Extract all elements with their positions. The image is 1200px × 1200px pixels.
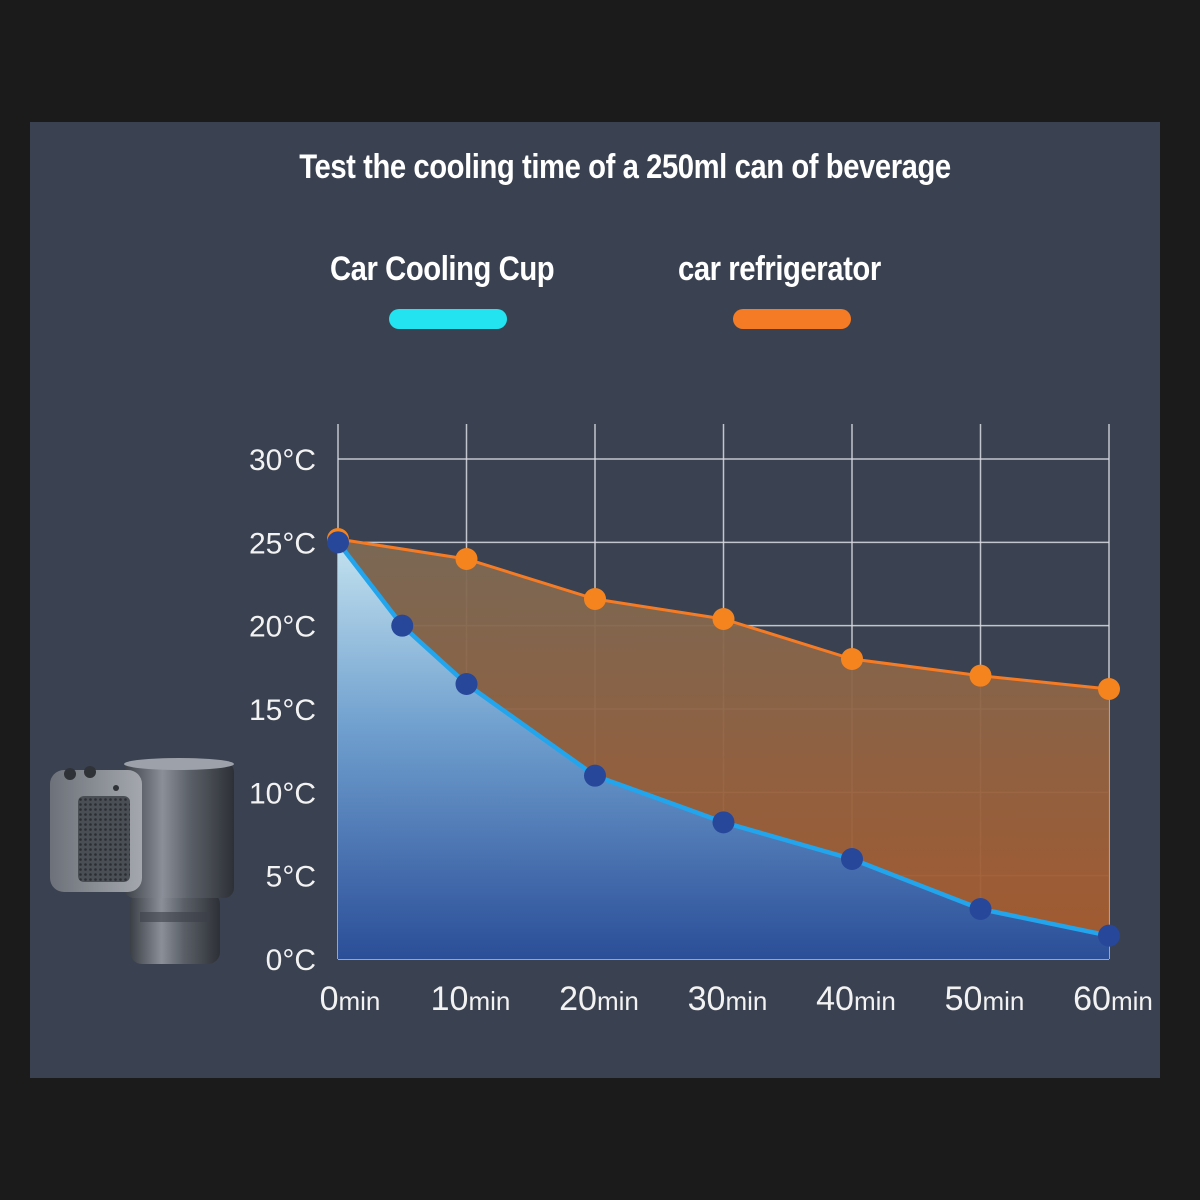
legend-swatch-car-refrigerator <box>733 309 851 329</box>
x-tick-label: 40min <box>816 980 896 1018</box>
y-tick-label: 15°C <box>249 694 316 727</box>
marker-car-refrigerator <box>455 548 478 570</box>
y-tick-label: 30°C <box>249 444 316 477</box>
y-tick-label: 5°C <box>266 861 316 894</box>
marker-car-cooling-cup <box>969 898 992 920</box>
series-markers <box>327 528 1120 947</box>
legend-swatch-cooling-cup <box>389 309 507 329</box>
y-tick-label: 0°C <box>266 944 316 977</box>
axis-ticks: 0°C 5°C 10°C 15°C 20°C 25°C 30°C 0min 10min 20min… <box>249 444 1153 1018</box>
marker-car-cooling-cup <box>841 848 863 870</box>
marker-car-cooling-cup <box>584 764 606 787</box>
x-tick-label: 20min <box>559 980 639 1018</box>
x-tick-label: 30min <box>688 980 768 1018</box>
x-tick-label: 0min <box>320 980 381 1018</box>
marker-car-cooling-cup <box>712 811 735 834</box>
x-tick-label: 10min <box>431 980 511 1018</box>
marker-car-cooling-cup <box>455 673 478 695</box>
x-tick-label: 50min <box>945 980 1025 1018</box>
marker-car-refrigerator <box>1098 678 1120 700</box>
marker-car-refrigerator <box>712 608 735 630</box>
marker-car-cooling-cup <box>391 614 414 637</box>
cooling-cup-product-image <box>50 758 234 964</box>
marker-car-cooling-cup <box>1098 924 1120 947</box>
line-car-cooling-cup <box>336 540 1110 938</box>
y-tick-label: 25°C <box>249 527 316 560</box>
marker-car-cooling-cup <box>327 531 349 554</box>
area-fills <box>338 539 1109 959</box>
legend-label-cooling-cup: Car Cooling Cup <box>330 250 555 288</box>
marker-car-refrigerator <box>841 648 863 670</box>
y-tick-label: 20°C <box>249 611 316 644</box>
legend-label-car-refrigerator: car refrigerator <box>678 250 881 288</box>
area-car-cooling-cup <box>338 542 1109 959</box>
chart-title: Test the cooling time of a 250ml can of … <box>299 148 951 186</box>
x-tick-label: 60min <box>1073 980 1153 1018</box>
marker-car-refrigerator <box>969 664 992 687</box>
y-tick-label: 10°C <box>249 777 316 810</box>
marker-car-refrigerator <box>584 588 606 610</box>
